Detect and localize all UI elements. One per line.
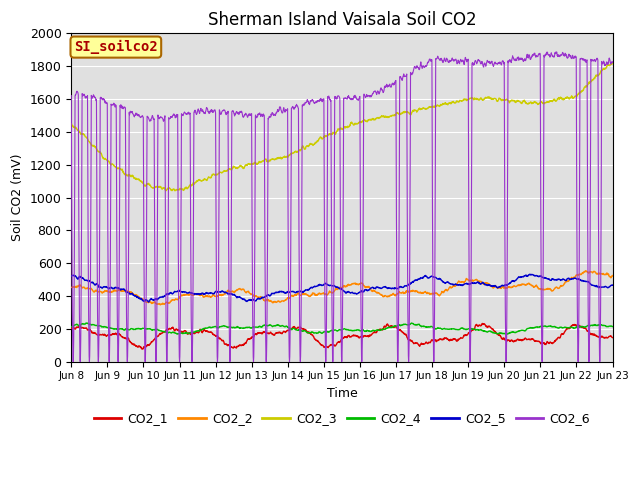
Legend: CO2_1, CO2_2, CO2_3, CO2_4, CO2_5, CO2_6: CO2_1, CO2_2, CO2_3, CO2_4, CO2_5, CO2_6 (89, 408, 595, 431)
Text: SI_soilco2: SI_soilco2 (74, 40, 157, 54)
X-axis label: Time: Time (326, 387, 357, 400)
Y-axis label: Soil CO2 (mV): Soil CO2 (mV) (11, 154, 24, 241)
Title: Sherman Island Vaisala Soil CO2: Sherman Island Vaisala Soil CO2 (207, 11, 476, 29)
